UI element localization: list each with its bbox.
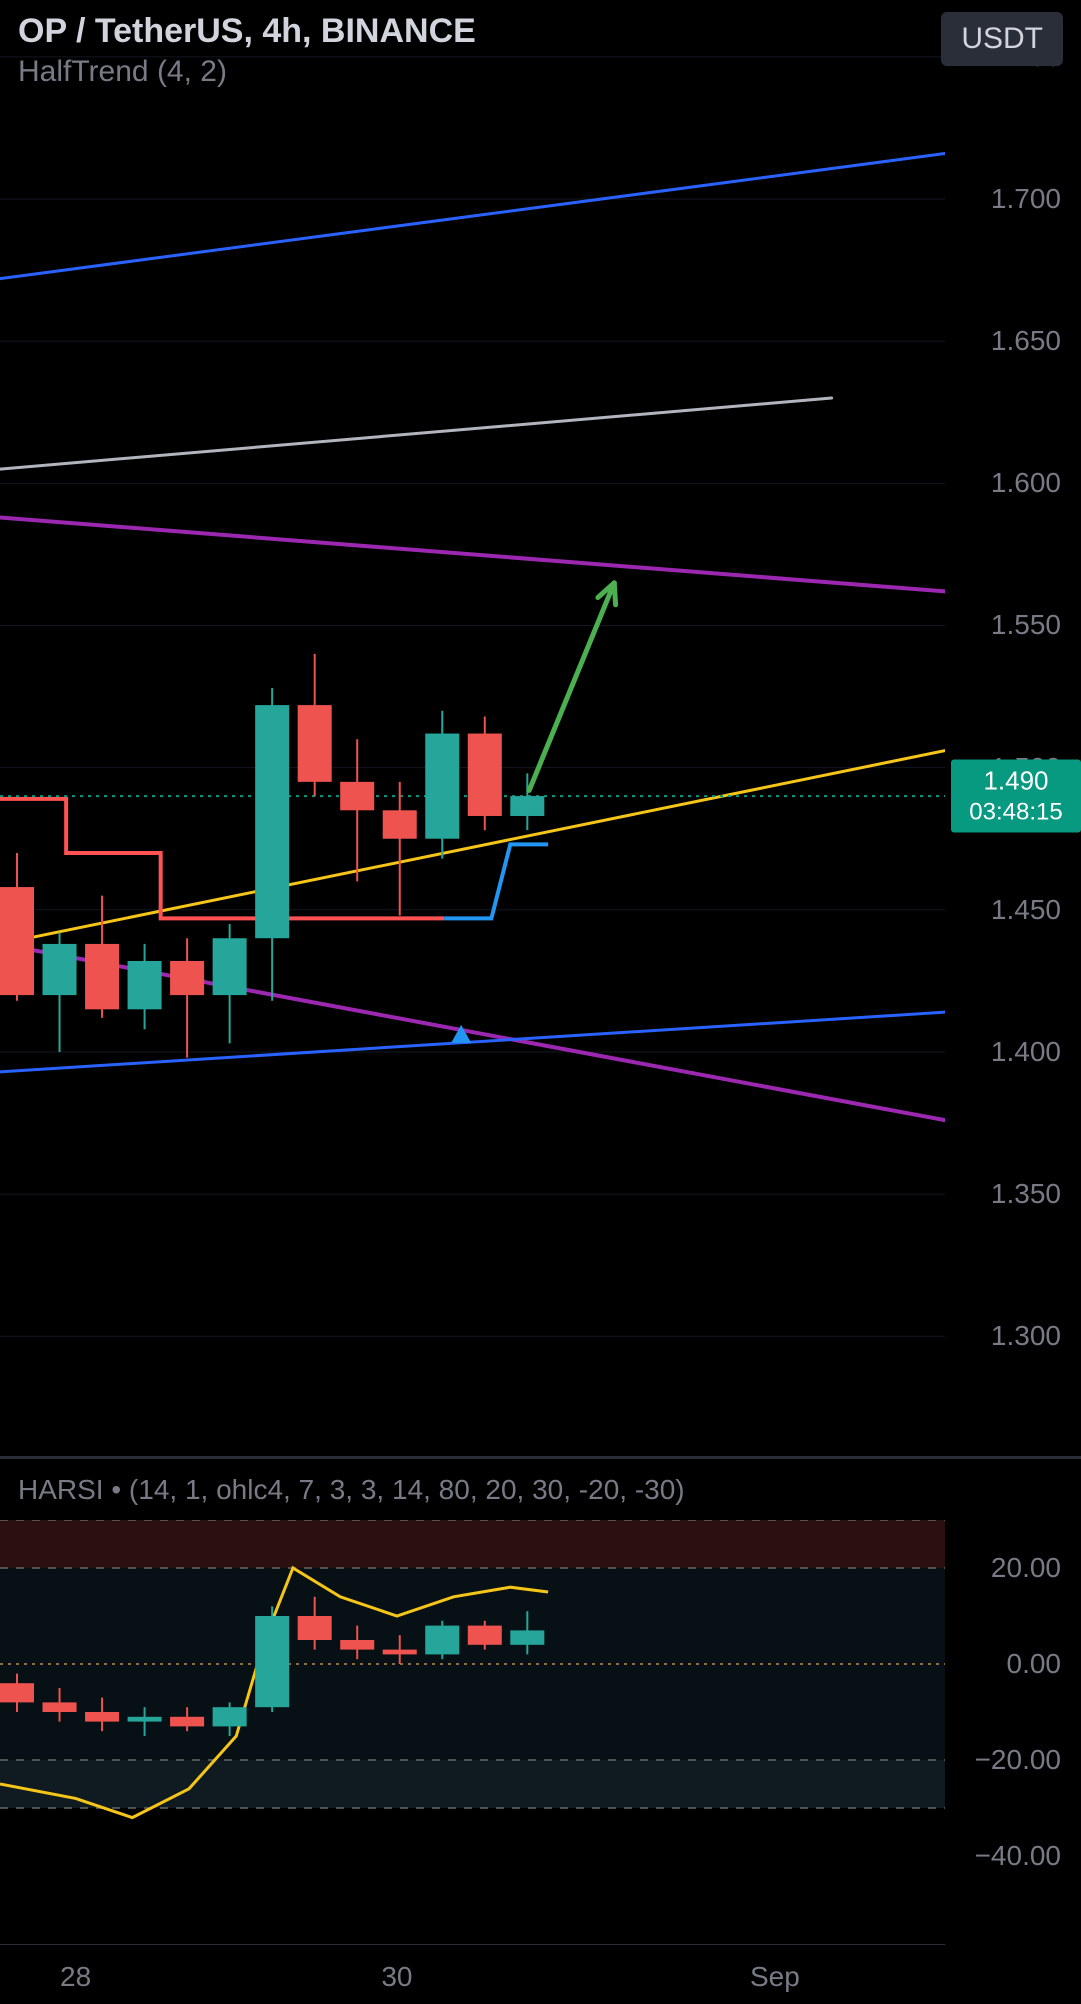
price-tick: 1.600 [991,467,1061,499]
indicator-chart-svg [0,1520,945,1880]
price-tick: 1.350 [991,1178,1061,1210]
time-tick: 28 [60,1961,91,1993]
price-tick: 1.700 [991,183,1061,215]
price-tick: 1.300 [991,1320,1061,1352]
header-left: OP / TetherUS, 4h, BINANCE HalfTrend (4,… [18,12,476,89]
currency-badge[interactable]: USDT [941,12,1063,66]
time-tick: 30 [381,1961,412,1993]
main-chart-svg [0,0,945,1450]
indicator-label[interactable]: HalfTrend (4, 2) [18,55,476,89]
indicator-panel[interactable]: HARSI • (14, 1, ohlc4, 7, 3, 3, 14, 80, … [0,1460,1081,1880]
current-price-badge[interactable]: 1.49003:48:15 [951,760,1081,833]
price-tick: 1.400 [991,1036,1061,1068]
price-tick: 1.450 [991,894,1061,926]
price-axis[interactable]: 1.7501.7001.6501.6001.5501.5001.4501.400… [945,0,1081,1450]
indicator-tick: 20.00 [991,1552,1061,1584]
time-axis[interactable]: 28 30 Sep [0,1944,945,2004]
chart-header: OP / TetherUS, 4h, BINANCE HalfTrend (4,… [18,12,1063,89]
indicator-tick: 0.00 [1007,1648,1062,1680]
indicator-chart-area [0,1520,945,1880]
indicator-title[interactable]: HARSI • (14, 1, ohlc4, 7, 3, 3, 14, 80, … [0,1460,1081,1520]
panel-divider[interactable] [0,1456,1081,1459]
indicator-axis[interactable]: 20.00 0.00 −20.00 −40.00 [945,1520,1081,1880]
ticker-title[interactable]: OP / TetherUS, 4h, BINANCE [18,12,476,51]
price-tick: 1.650 [991,325,1061,357]
indicator-tick: −40.00 [975,1840,1061,1872]
time-tick: Sep [750,1961,800,1993]
price-tick: 1.550 [991,609,1061,641]
indicator-tick: −20.00 [975,1744,1061,1776]
main-chart-area[interactable] [0,0,945,1450]
